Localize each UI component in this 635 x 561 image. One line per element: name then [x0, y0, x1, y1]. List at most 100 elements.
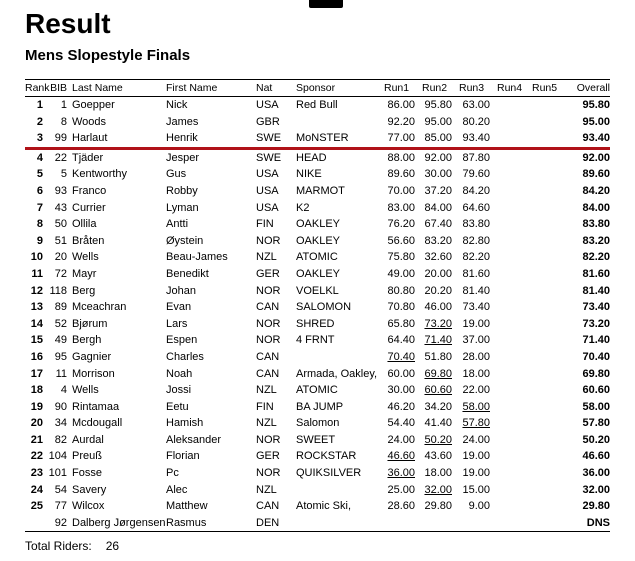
cell-overall: 92.00: [582, 151, 610, 164]
cell-run2: 32.00: [422, 482, 459, 499]
table-row: 4 22 Tjäder Jesper SWE HEAD 88.00 92.00 87.80 92.…: [25, 148, 610, 166]
cell-last: Wells: [72, 384, 99, 397]
cell-run2: 32.60: [424, 251, 452, 264]
cell-nat: NOR: [256, 433, 281, 446]
cell-nat: USA: [256, 168, 279, 181]
counting-run-score: 50.20: [424, 433, 452, 446]
cell-last: Rintamaa: [72, 400, 120, 413]
cell-run3: 80.20: [462, 115, 490, 128]
cell-rank: 5: [36, 168, 43, 181]
table-row: 18 4 Wells Jossi NZL ATOMIC 30.00 60.60 22.00 60.…: [25, 382, 610, 399]
cell-rank: 13: [30, 301, 43, 314]
cell-overall: 32.00: [582, 483, 610, 496]
cell-run4: [497, 148, 532, 166]
column-header-overall: Overall: [570, 79, 610, 97]
cell-nat: USA: [256, 184, 279, 197]
cell-last: Harlaut: [72, 130, 166, 150]
cell-last: Bråten: [72, 234, 105, 247]
cell-first: Henrik: [166, 130, 256, 150]
cell-first: Johan: [166, 284, 196, 297]
cell-run2: 20.20: [424, 284, 452, 297]
table-row: 3 99 Harlaut Henrik SWE MoNSTER 77.00 85.00 93.4…: [25, 130, 610, 150]
cell-nat: CAN: [256, 301, 280, 314]
table-row: 21 82 Aurdal Aleksander NOR SWEET 24.00 50.20 24…: [25, 432, 610, 449]
cell-nat: DEN: [256, 514, 296, 533]
cell-run1: 49.00: [387, 267, 415, 280]
cell-sponsor: QUIKSILVER: [296, 467, 362, 480]
cell-run1: 25.00: [387, 483, 415, 496]
cell-run4: [497, 382, 532, 399]
cell-bib: 34: [54, 417, 67, 430]
cell-run5: [532, 148, 570, 166]
cell-overall: 95.80: [582, 99, 610, 111]
cell-run2: 60.60: [422, 382, 459, 399]
table-row: 11 72 Mayr Benedikt GER OAKLEY 49.00 20.00 81.60…: [25, 266, 610, 283]
cell-rank: 20: [30, 417, 43, 430]
cell-run3: 81.40: [462, 284, 490, 297]
cell-sponsor: [296, 482, 384, 499]
cell-rank: 11: [31, 267, 43, 280]
cell-run2: 18.00: [424, 467, 452, 480]
cell-bib: 118: [49, 284, 67, 297]
cell-nat: CAN: [256, 500, 280, 513]
counting-run-score: 57.80: [462, 417, 490, 430]
cell-run1: 46.20: [387, 400, 415, 413]
cell-nat: USA: [256, 99, 279, 111]
cell-sponsor: Atomic Ski,: [296, 500, 352, 513]
cell-run3: 73.40: [462, 301, 490, 314]
cell-run4: [497, 498, 532, 515]
cell-last: Tjäder: [72, 151, 104, 164]
cell-run5: [532, 233, 570, 250]
cell-nat: NOR: [256, 317, 281, 330]
cell-run5: [532, 130, 570, 150]
table-row: 2 8 Woods James GBR 92.20 95.00 80.20 95.00: [25, 114, 610, 131]
cell-overall: 60.60: [582, 384, 610, 397]
column-header-run5: Run5: [532, 79, 570, 97]
cell-first: Aleksander: [166, 433, 222, 446]
event-subtitle: Mens Slopestyle Finals: [25, 47, 191, 64]
table-row: 12 118 Berg Johan NOR VOELKL 80.80 20.20 81.40 81…: [25, 283, 610, 300]
cell-run1: 65.80: [387, 317, 415, 330]
cell-run1: 70.40: [384, 349, 422, 366]
cell-rank: 1: [36, 99, 43, 111]
cell-run3: 37.00: [462, 334, 490, 347]
cell-run4: [497, 514, 532, 533]
cell-run5: [532, 349, 570, 366]
cell-bib: 101: [48, 467, 67, 480]
cell-run1: 70.00: [387, 184, 415, 197]
cell-last: Wells: [72, 251, 99, 264]
cell-run1: 75.80: [387, 251, 415, 264]
cell-run4: [497, 166, 532, 183]
cell-run2: 50.20: [422, 432, 459, 449]
cell-run4: [497, 266, 532, 283]
cell-first: Antti: [166, 218, 189, 231]
cell-bib: 82: [54, 433, 67, 446]
cell-rank: 24: [30, 483, 43, 496]
cell-run2: 84.00: [424, 201, 452, 214]
cell-nat: FIN: [256, 400, 274, 413]
cell-overall: 83.80: [582, 218, 610, 231]
cell-first: Rasmus: [166, 514, 256, 533]
cell-run3: 9.00: [468, 500, 490, 513]
cell-run1: 80.80: [387, 284, 415, 297]
cell-run3: 18.00: [462, 367, 490, 380]
cell-bib: 51: [54, 234, 67, 247]
cell-run2: 67.40: [424, 218, 452, 231]
cell-bib: 52: [54, 317, 67, 330]
cell-run3: [459, 514, 497, 533]
cell-first: Lars: [166, 317, 188, 330]
cell-run3: 19.00: [462, 450, 490, 463]
table-row: 9 51 Bråten Øystein NOR OAKLEY 56.60 83.20 82.80…: [25, 233, 610, 250]
cell-bib: 77: [54, 500, 67, 513]
table-row: 92 Dalberg Jørgensen Rasmus DEN DNS: [25, 514, 610, 533]
cell-rank: 2: [36, 115, 43, 128]
cell-run5: [532, 482, 570, 499]
cell-run3: 28.00: [462, 350, 490, 363]
cell-nat: FIN: [256, 218, 274, 231]
cell-overall: 69.80: [582, 367, 610, 380]
cell-last: Franco: [72, 184, 107, 197]
cell-run4: [497, 249, 532, 266]
cell-first: Noah: [166, 367, 193, 380]
cell-overall: 50.20: [582, 433, 610, 446]
table-header-row: Rank BIB Last Name First Name Nat Sponsor Run1…: [25, 79, 610, 97]
